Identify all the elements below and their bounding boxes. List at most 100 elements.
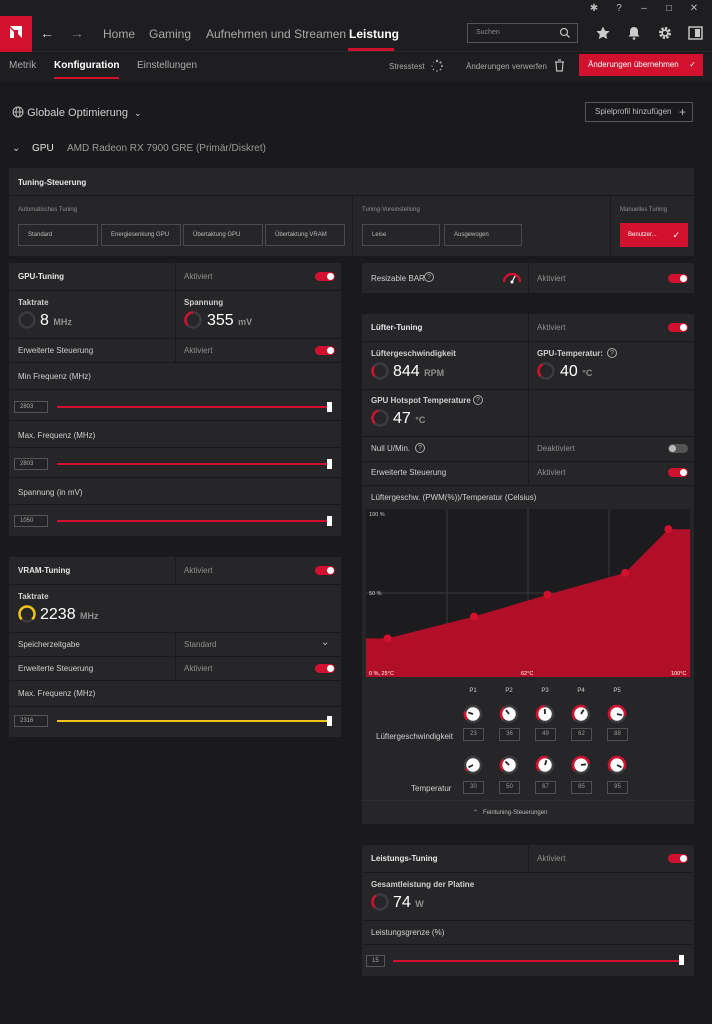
fan-speed-input-5[interactable]: 88 xyxy=(607,728,628,741)
power-limit-slider[interactable] xyxy=(393,960,683,962)
add-game-profile-button[interactable]: Spielprofil hinzufügen + xyxy=(585,102,693,122)
gpu-label: GPU xyxy=(32,143,54,154)
fan-speed-knob-1[interactable] xyxy=(463,704,483,724)
zero-rpm-toggle[interactable] xyxy=(668,444,688,453)
voltage-input[interactable]: 1050 xyxy=(14,515,48,527)
gpu-collapse-icon[interactable]: ⌄ xyxy=(12,143,21,154)
vram-tuning-toggle[interactable] xyxy=(315,566,335,575)
vram-advanced-toggle[interactable] xyxy=(315,664,335,673)
fan-curve-point-2[interactable] xyxy=(470,612,478,621)
fan-curve-point-4[interactable] xyxy=(621,568,630,577)
tab-configuration[interactable]: Konfiguration xyxy=(54,60,120,71)
fan-speed-knob-2[interactable] xyxy=(499,704,519,724)
temperature-input-5[interactable]: 95 xyxy=(607,781,628,794)
memory-timing-dropdown[interactable]: Standard xyxy=(184,640,217,649)
nav-home[interactable]: Home xyxy=(103,27,136,41)
fan-speed-knob-5[interactable] xyxy=(607,704,627,724)
auto-undervolt-gpu-button[interactable]: Energiesenkung GPU xyxy=(101,224,181,246)
vram-max-freq-slider[interactable] xyxy=(57,720,331,722)
board-power-value: 74 xyxy=(393,894,411,911)
gpu-voltage-gauge-icon xyxy=(184,311,202,329)
search-icon xyxy=(559,27,570,38)
manual-custom-button[interactable]: Benutzer... ✓ xyxy=(620,223,688,247)
max-freq-input[interactable]: 2803 xyxy=(14,458,48,470)
preset-balanced-button[interactable]: Ausgewogen xyxy=(444,224,522,246)
fan-speed-input-4[interactable]: 62 xyxy=(571,728,592,741)
voltage-slider[interactable] xyxy=(57,520,331,522)
gpu-tuning-toggle[interactable] xyxy=(315,272,335,281)
fan-speed-input-2[interactable]: 36 xyxy=(499,728,520,741)
info-icon[interactable]: ? xyxy=(415,443,425,453)
temperature-input-1[interactable]: 30 xyxy=(463,781,484,794)
voltage-slider-thumb[interactable] xyxy=(327,516,332,526)
tab-metrics[interactable]: Metrik xyxy=(9,60,37,71)
nav-performance[interactable]: Leistung xyxy=(349,27,399,41)
star-icon[interactable] xyxy=(596,26,610,40)
help-icon[interactable]: ? xyxy=(616,3,622,14)
temperature-knob-5[interactable] xyxy=(607,755,627,775)
fan-speed-input-1[interactable]: 23 xyxy=(463,728,484,741)
temperature-knob-4[interactable] xyxy=(571,755,591,775)
gpu-clock-label: Taktrate xyxy=(18,298,49,307)
fan-curve-point-1[interactable] xyxy=(383,634,392,643)
maximize-icon[interactable]: □ xyxy=(665,3,673,14)
global-optimization-dropdown[interactable]: Globale Optimierung ⌄ xyxy=(12,106,142,119)
vram-max-freq-slider-thumb[interactable] xyxy=(327,716,332,726)
resizable-bar-toggle[interactable] xyxy=(668,274,688,283)
point-label-4: P4 xyxy=(577,688,585,694)
fan-speed-knob-3[interactable] xyxy=(535,704,555,724)
close-icon[interactable]: ✕ xyxy=(689,3,699,14)
gpu-advanced-toggle[interactable] xyxy=(315,346,335,355)
gear-icon[interactable] xyxy=(658,26,672,40)
sidebar-panel-icon[interactable] xyxy=(688,26,703,40)
auto-overclock-gpu-button[interactable]: Übertaktung GPU xyxy=(183,224,263,246)
fan-speed-knob-4[interactable] xyxy=(571,704,591,724)
vram-max-freq-input[interactable]: 2316 xyxy=(14,715,48,727)
temperature-input-2[interactable]: 50 xyxy=(499,781,520,794)
min-freq-slider-thumb[interactable] xyxy=(327,402,332,412)
fan-curve-chart[interactable]: 100 % 50 % 0 %, 25°C 62°C 100°C xyxy=(366,509,690,677)
temperature-knob-3[interactable] xyxy=(535,755,555,775)
power-limit-slider-thumb[interactable] xyxy=(679,955,684,965)
info-icon[interactable]: ? xyxy=(424,272,434,282)
gpu-name: AMD Radeon RX 7900 GRE (Primär/Diskret) xyxy=(67,143,266,154)
temperature-knob-1[interactable] xyxy=(463,755,483,775)
tab-settings[interactable]: Einstellungen xyxy=(137,60,198,71)
auto-standard-button[interactable]: Standard xyxy=(18,224,98,246)
nav-record-stream[interactable]: Aufnehmen und Streamen xyxy=(206,27,347,41)
apply-changes-button[interactable]: Änderungen übernehmen ✓ xyxy=(579,54,703,76)
bug-icon[interactable]: ✱ xyxy=(589,3,599,14)
stress-test-label[interactable]: Stresstest xyxy=(389,62,425,71)
power-tuning-toggle[interactable] xyxy=(668,854,688,863)
fan-speed-input-3[interactable]: 49 xyxy=(535,728,556,741)
fan-tuning-toggle[interactable] xyxy=(668,323,688,332)
fan-tuning-status: Aktiviert xyxy=(537,323,566,332)
fine-tuning-toggle[interactable]: ⌃ Feintuning-Steuerungen xyxy=(473,810,548,816)
chevron-down-icon[interactable]: ⌄ xyxy=(321,637,330,648)
info-icon[interactable]: ? xyxy=(473,395,483,405)
min-freq-input[interactable]: 2803 xyxy=(14,401,48,413)
power-limit-input[interactable]: 15 xyxy=(366,955,385,967)
fan-advanced-toggle[interactable] xyxy=(668,468,688,477)
nav-gaming[interactable]: Gaming xyxy=(149,27,192,41)
min-freq-slider[interactable] xyxy=(57,406,331,408)
plus-icon: + xyxy=(678,105,686,119)
fan-curve-point-3[interactable] xyxy=(543,590,552,599)
trash-icon[interactable] xyxy=(554,59,565,72)
preset-quiet-button[interactable]: Leise xyxy=(362,224,440,246)
search-input[interactable]: Suchen xyxy=(467,23,578,43)
max-freq-slider[interactable] xyxy=(57,463,331,465)
temperature-input-3[interactable]: 67 xyxy=(535,781,556,794)
forward-arrow-icon[interactable]: → xyxy=(70,25,84,41)
auto-overclock-vram-button[interactable]: Übertaktung VRAM xyxy=(265,224,345,246)
info-icon[interactable]: ? xyxy=(607,348,617,358)
temperature-knob-2[interactable] xyxy=(499,755,519,775)
max-freq-slider-thumb[interactable] xyxy=(327,459,332,469)
amd-logo[interactable] xyxy=(0,16,32,52)
fan-curve-point-5[interactable] xyxy=(664,525,673,534)
minimize-icon[interactable]: – xyxy=(641,3,647,14)
back-arrow-icon[interactable]: ← xyxy=(40,25,54,41)
bell-icon[interactable] xyxy=(627,26,641,40)
temperature-input-4[interactable]: 85 xyxy=(571,781,592,794)
discard-changes-button[interactable]: Änderungen verwerfen xyxy=(466,62,547,71)
